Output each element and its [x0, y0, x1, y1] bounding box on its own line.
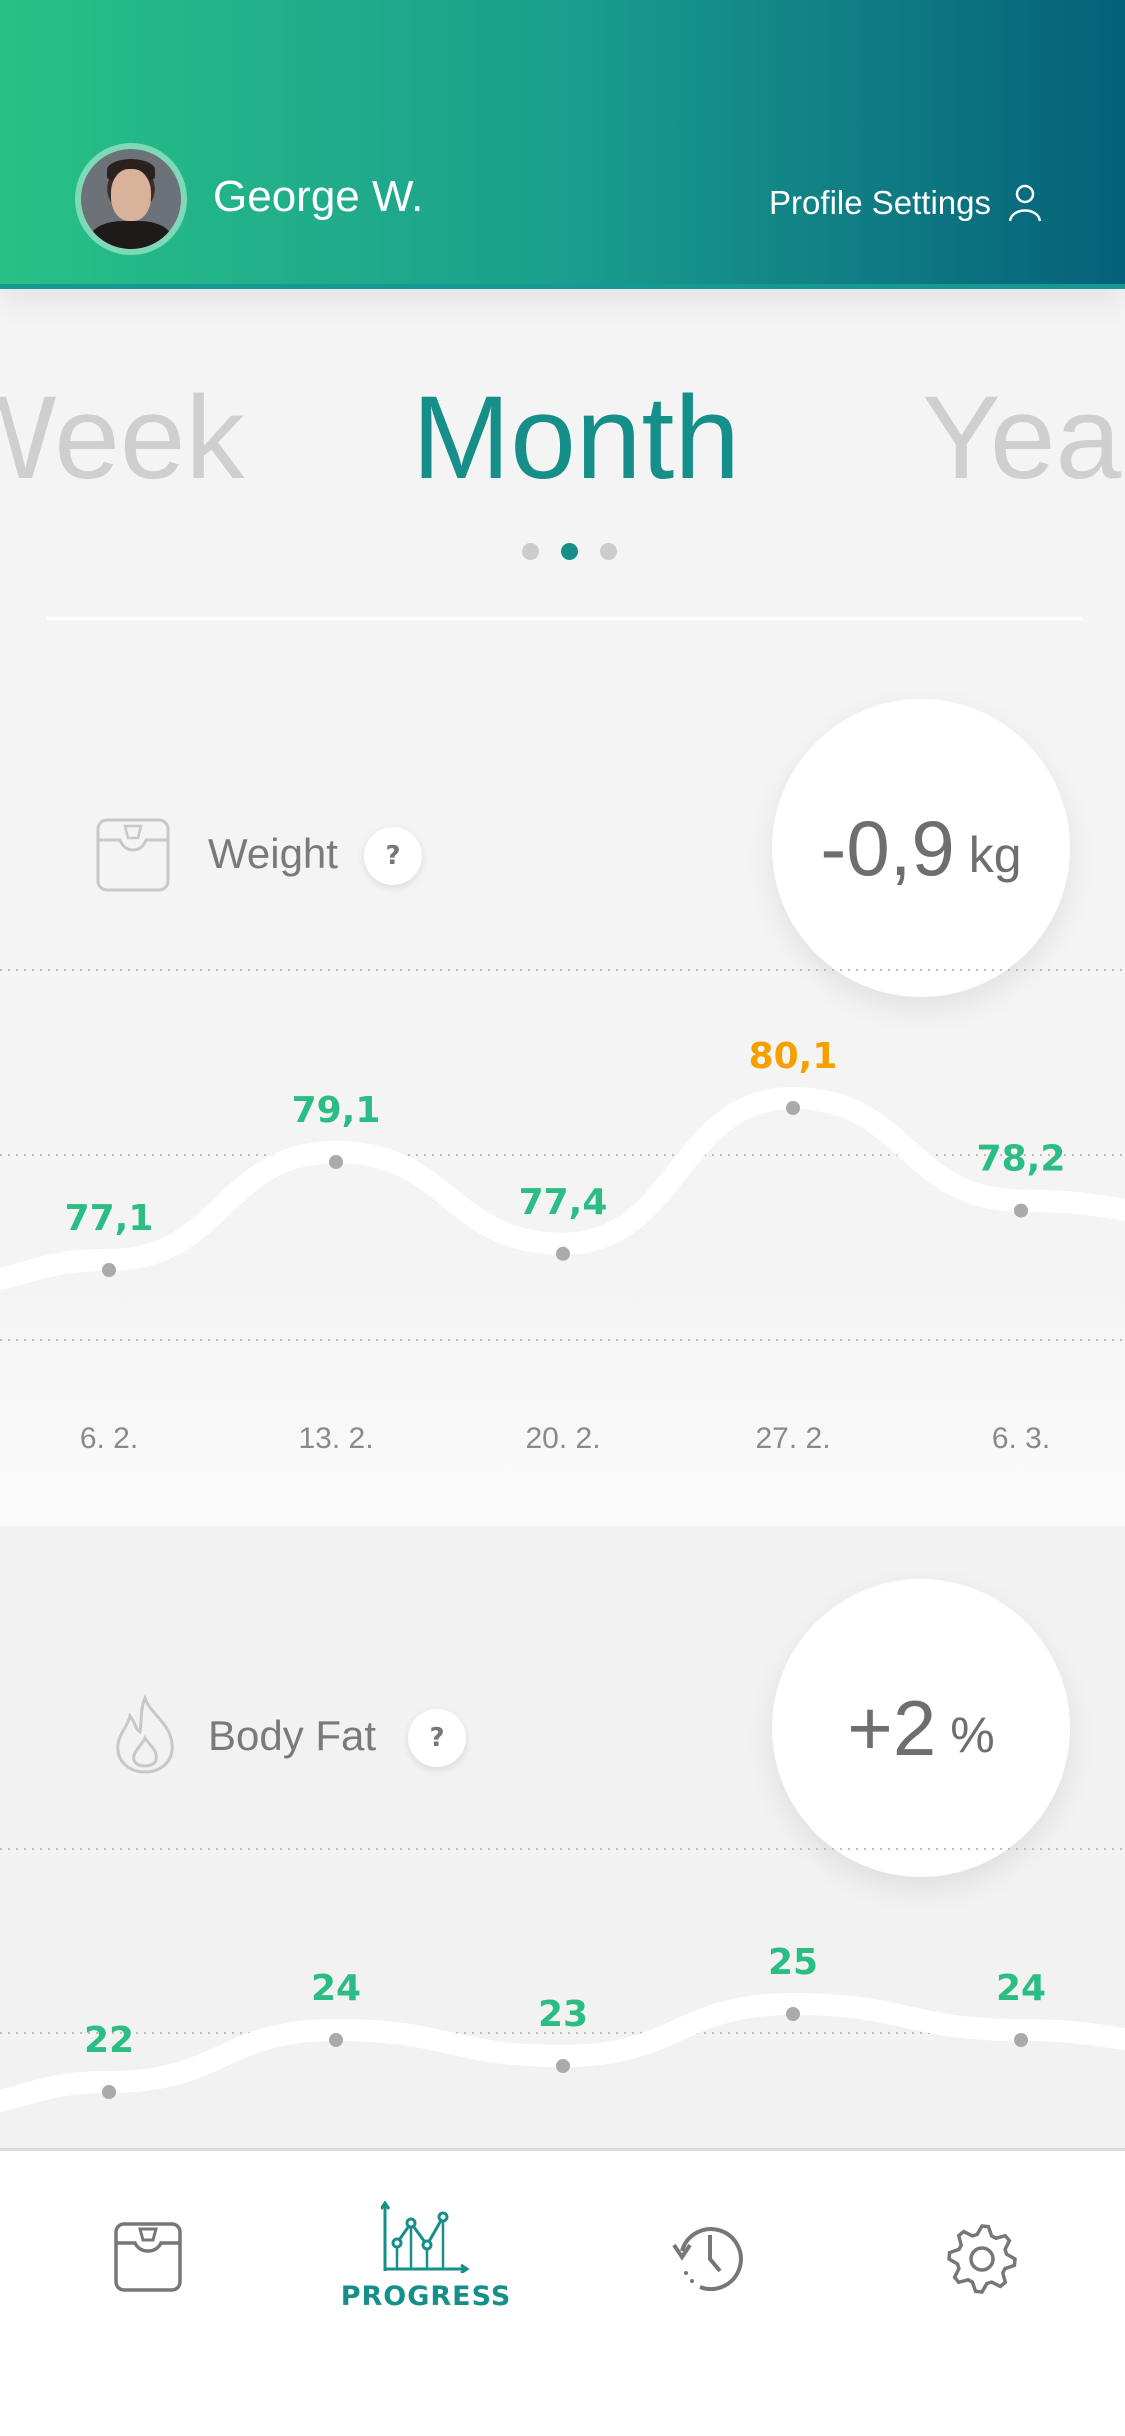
data-label: 25 [768, 1942, 818, 1983]
data-label: 24 [996, 1968, 1046, 2009]
nav-progress-label: PROGRESS [340, 2281, 512, 2312]
period-tabs: Week Month Year [0, 370, 1125, 510]
data-label: 22 [84, 2020, 134, 2061]
body-fat-help-button[interactable]: ? [408, 1709, 466, 1767]
x-tick-label: 27. 2. [755, 1422, 830, 1455]
weight-change-bubble: -0,9 kg [772, 699, 1070, 997]
tab-month[interactable]: Month [412, 372, 740, 504]
weight-chart: 77,1 6. 2. 79,1 13. 2. 77,4 20. 2. 80,1 27. 2. 7… [0, 969, 1125, 1455]
tab-year[interactable]: Year [922, 372, 1125, 504]
data-label: 77,4 [519, 1182, 608, 1223]
x-tick-label: 20. 2. [525, 1422, 600, 1455]
data-point [786, 2007, 800, 2021]
data-label: 24 [311, 1968, 361, 2009]
body-fat-change-value: +2 [847, 1683, 937, 1772]
metric-label-weight: Weight [208, 830, 338, 877]
divider [47, 617, 1083, 620]
data-point [102, 2085, 116, 2099]
data-point [1014, 2033, 1028, 2047]
page-dot-active [561, 543, 578, 560]
data-label: 80,1 [749, 1036, 838, 1077]
data-point [556, 1246, 570, 1261]
progress-chart-icon [381, 2201, 470, 2273]
body-fat-change-bubble: +2 % [772, 1579, 1070, 1877]
metric-label-body-fat: Body Fat [208, 1712, 377, 1759]
nav-progress[interactable]: PROGRESS [326, 2201, 526, 2401]
data-point [329, 2033, 343, 2047]
weight-change-value: -0,9 [820, 803, 955, 892]
scale-icon [96, 818, 170, 892]
bottom-nav: PROGRESS [0, 2148, 1125, 2436]
nav-scale[interactable] [48, 2221, 248, 2421]
page-indicator [522, 543, 617, 560]
user-name: George W. [213, 172, 424, 221]
data-point [102, 1263, 116, 1277]
profile-settings-button[interactable]: Profile Settings [769, 183, 1043, 223]
weight-help-button[interactable]: ? [364, 827, 422, 885]
x-tick-label: 6. 2. [80, 1422, 138, 1455]
data-point [786, 1101, 800, 1115]
data-label: 78,2 [977, 1139, 1066, 1180]
data-label: 77,1 [65, 1198, 154, 1239]
nav-settings[interactable] [882, 2221, 1082, 2421]
weight-change-unit: kg [968, 827, 1022, 883]
data-label: 79,1 [292, 1090, 381, 1131]
page-dot [600, 543, 617, 560]
weight-section: Weight ? -0,9 kg 77,1 6. 2. 79,1 13. 2. 77,4… [0, 640, 1125, 1526]
user-icon [1008, 184, 1042, 222]
tab-week[interactable]: Week [0, 372, 245, 504]
data-label: 23 [538, 1994, 588, 2035]
body-fat-change-unit: % [950, 1707, 995, 1763]
data-point [329, 1155, 343, 1169]
profile-settings-label: Profile Settings [769, 184, 991, 221]
gear-icon [947, 2224, 1017, 2294]
scale-icon [114, 2222, 182, 2292]
avatar[interactable] [75, 143, 187, 255]
body-fat-section: Body Fat ? +2 % 22 24 23 25 24 [0, 1526, 1125, 2148]
body-fat-chart: 22 24 23 25 24 [0, 1848, 1125, 2113]
x-tick-label: 6. 3. [992, 1422, 1050, 1455]
nav-history[interactable] [607, 2221, 807, 2421]
x-tick-label: 13. 2. [298, 1422, 373, 1455]
trend-line [0, 1086, 1125, 1291]
trend-line [0, 1992, 1125, 2113]
page-dot [522, 543, 539, 560]
app-header: George W. Profile Settings [0, 0, 1125, 289]
history-icon [672, 2227, 743, 2291]
flame-icon [116, 1694, 174, 1774]
data-point [1014, 1203, 1028, 1218]
data-point [556, 2059, 570, 2073]
